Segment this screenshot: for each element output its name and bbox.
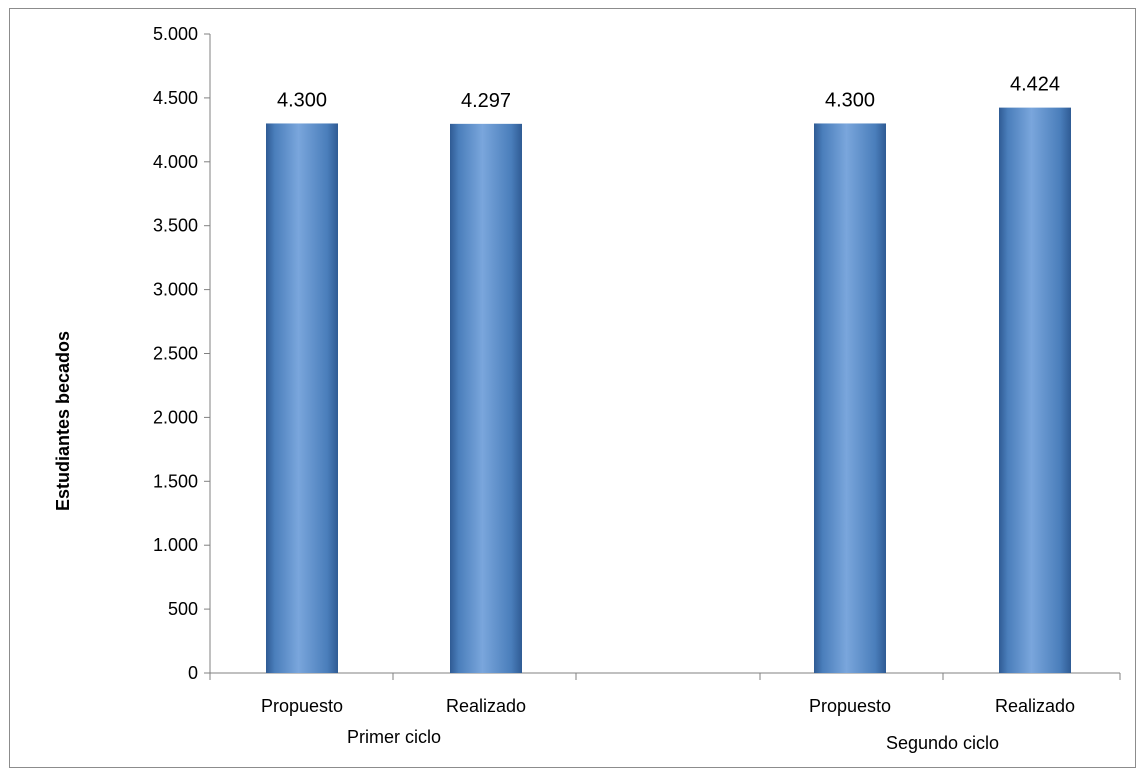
y-tick-label: 4.500 (153, 88, 198, 108)
category-label: Realizado (995, 696, 1075, 716)
y-tick-label: 0 (188, 663, 198, 683)
y-tick-label: 3.500 (153, 216, 198, 236)
bar (999, 107, 1071, 674)
bar (450, 123, 522, 674)
data-label: 4.300 (277, 89, 327, 111)
group-label: Primer ciclo (347, 727, 441, 747)
y-tick-label: 1.000 (153, 535, 198, 555)
y-tick-label: 2.000 (153, 407, 198, 427)
bar (266, 123, 338, 673)
category-label: Propuesto (809, 696, 891, 716)
data-label: 4.297 (461, 90, 511, 112)
chart-frame (9, 8, 1136, 768)
y-tick-label: 3.000 (153, 280, 198, 300)
y-tick-label: 4.000 (153, 152, 198, 172)
y-axis-title: Estudiantes becados (53, 331, 73, 511)
group-label: Segundo ciclo (886, 733, 999, 753)
data-label: 4.424 (1010, 74, 1060, 96)
y-tick-label: 5.000 (153, 24, 198, 44)
y-tick-label: 1.500 (153, 471, 198, 491)
category-label: Propuesto (261, 696, 343, 716)
data-label: 4.300 (825, 89, 875, 111)
y-tick-label: 500 (168, 599, 198, 619)
y-tick-label: 2.500 (153, 344, 198, 364)
bar (814, 123, 886, 673)
category-label: Realizado (446, 696, 526, 716)
